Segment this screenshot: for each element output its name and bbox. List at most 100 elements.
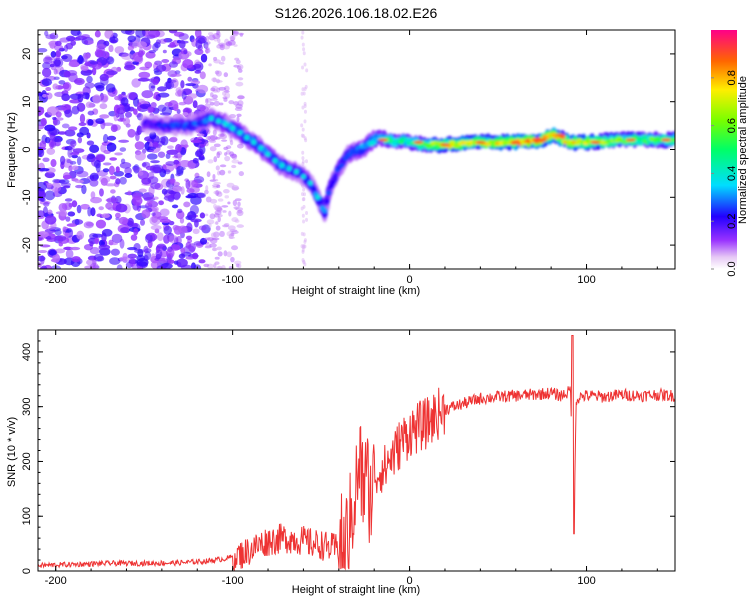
y-tick-label: 20 [21, 48, 33, 60]
noise-blob [192, 228, 200, 235]
noise-blob [110, 124, 118, 133]
noise-blob [100, 144, 107, 153]
spectrogram-plot-area [38, 30, 675, 269]
noise-blob [177, 208, 183, 214]
noise-blob [141, 209, 151, 219]
noise-blob [302, 51, 306, 56]
noise-blob [77, 31, 82, 37]
noise-blob [68, 61, 80, 68]
noise-blob [161, 59, 170, 64]
noise-blob [187, 76, 193, 82]
noise-blob [38, 168, 50, 172]
noise-blob [62, 226, 67, 232]
noise-blob [40, 197, 46, 202]
noise-blob [190, 218, 202, 223]
noise-blob [119, 227, 129, 233]
noise-blob [210, 98, 218, 101]
noise-blob [215, 165, 220, 171]
noise-blob [99, 73, 109, 82]
noise-blob [215, 190, 220, 196]
noise-blob [228, 100, 235, 105]
noise-blob [78, 122, 87, 127]
noise-blob [48, 249, 57, 256]
ridge-mark [251, 139, 257, 145]
noise-blob [195, 192, 206, 199]
noise-blob [43, 56, 53, 65]
noise-blob [209, 135, 218, 141]
noise-blob [80, 65, 89, 71]
noise-blob [164, 80, 175, 90]
noise-blob [59, 209, 68, 217]
noise-blob [238, 32, 245, 36]
noise-blob [93, 159, 102, 169]
noise-blob [205, 185, 209, 192]
noise-blob [41, 67, 52, 78]
noise-blob [236, 95, 245, 100]
noise-blob [207, 32, 214, 36]
noise-blob [95, 118, 105, 124]
noise-blob [157, 86, 168, 92]
frequency-ridge [140, 107, 675, 223]
noise-blob [237, 161, 243, 165]
noise-blob [151, 253, 156, 261]
noise-blob [50, 140, 57, 148]
noise-blob [176, 235, 182, 245]
noise-blob [168, 30, 178, 34]
noise-blob [71, 256, 81, 263]
noise-blob [302, 219, 306, 224]
noise-blob [232, 30, 240, 35]
noise-blob [115, 178, 121, 185]
noise-blob [127, 35, 137, 43]
noise-blob [63, 44, 69, 52]
noise-blob [55, 50, 62, 58]
noise-blob [215, 225, 221, 231]
ridge-mark [300, 174, 306, 180]
noise-blob [213, 181, 222, 185]
noise-blob [136, 258, 149, 267]
noise-blob [189, 204, 199, 215]
noise-blob [143, 197, 156, 202]
noise-blob [232, 199, 238, 207]
noise-blob [135, 30, 146, 38]
noise-blob [203, 263, 210, 268]
noise-blob [120, 30, 133, 35]
noise-blob [215, 70, 222, 77]
noise-blob [204, 213, 209, 217]
noise-blob [111, 233, 123, 244]
noise-blob [68, 165, 73, 172]
noise-blob [208, 34, 216, 41]
noise-blob [74, 77, 85, 86]
noise-blob [146, 153, 158, 160]
noise-blob [90, 207, 96, 217]
noise-blob [64, 109, 73, 118]
noise-blob [74, 179, 84, 184]
noise-blob [217, 216, 221, 223]
noise-blob [223, 222, 230, 227]
noise-blob [92, 94, 102, 104]
noise-blob [167, 145, 174, 150]
noise-blob [62, 174, 72, 180]
noise-blob [71, 165, 79, 171]
snr-ylabel: SNR (10 * v/v) [6, 417, 18, 487]
noise-blob [115, 212, 121, 219]
noise-blob [216, 184, 221, 189]
noise-blob [176, 258, 188, 268]
noise-blob [89, 144, 100, 154]
noise-blob [127, 45, 134, 51]
noise-blob [44, 124, 56, 132]
ridge-mark [329, 179, 337, 186]
snr-ticks: -200 -100 0 100 0 100 200 300 400 [21, 329, 675, 587]
noise-blob [210, 232, 217, 239]
noise-blob [204, 245, 212, 249]
noise-blob [212, 173, 216, 180]
noise-blob [183, 144, 189, 148]
noise-blob [55, 117, 64, 121]
noise-blob [94, 49, 104, 58]
colorbar-tick-label: 0.8 [726, 70, 738, 85]
noise-blob [218, 133, 225, 138]
noise-blob [227, 201, 231, 205]
noise-blob [227, 170, 232, 174]
noise-blob [219, 164, 227, 168]
noise-blob [134, 141, 145, 150]
noise-blob [300, 123, 304, 128]
